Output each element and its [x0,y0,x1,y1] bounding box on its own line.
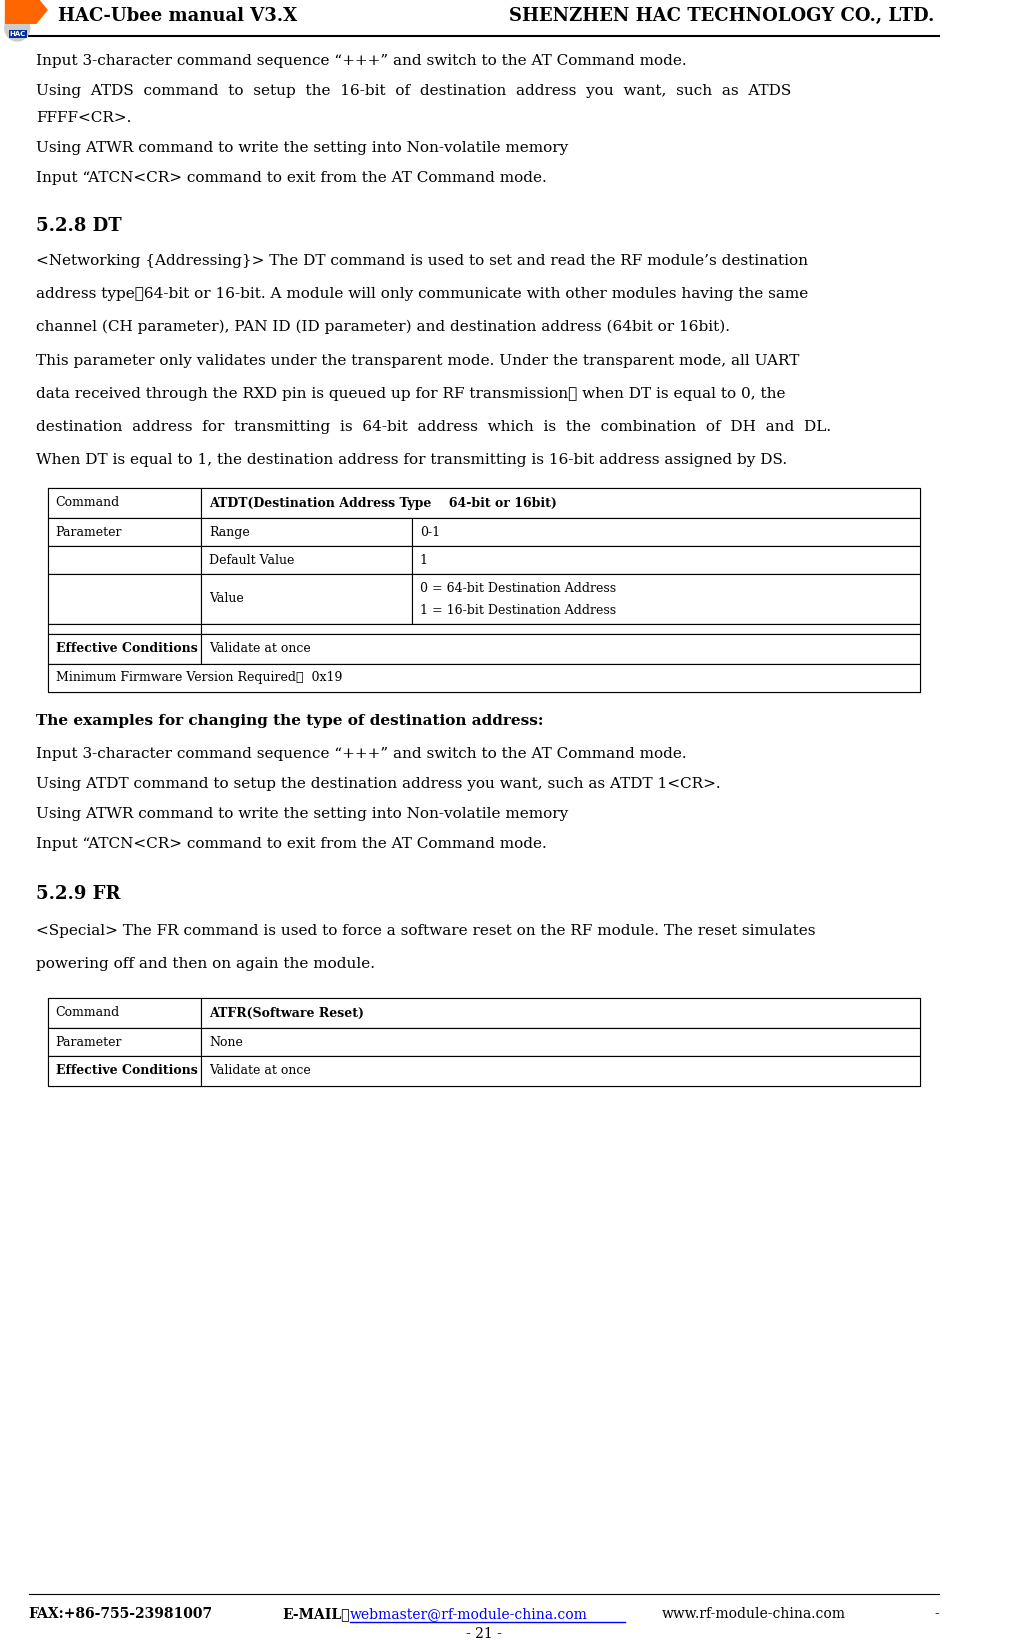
Bar [47,546,920,574]
Text: ATDT(Destination Address Type    64-bit or 16bit): ATDT(Destination Address Type 64-bit or … [209,497,557,510]
Bar [47,663,920,691]
Text: Input 3-character command sequence “+++” and switch to the AT Command mode.: Input 3-character command sequence “+++”… [36,54,687,67]
Bar [201,634,920,663]
Bar [201,624,920,634]
Bar [47,1029,201,1057]
Text: Validate at once: Validate at once [209,1065,311,1078]
Bar [47,487,920,518]
Bar [201,997,920,1029]
Text: SHENZHEN HAC TECHNOLOGY CO., LTD.: SHENZHEN HAC TECHNOLOGY CO., LTD. [509,7,934,25]
Text: Minimum Firmware Version Required：  0x19: Minimum Firmware Version Required： 0x19 [56,672,342,685]
Bar [47,663,920,691]
Bar [201,574,412,624]
Text: FAX:+86-755-23981007: FAX:+86-755-23981007 [28,1606,213,1621]
Text: None: None [209,1035,242,1049]
Text: data received through the RXD pin is queued up for RF transmission， when DT is e: data received through the RXD pin is que… [36,387,786,402]
Bar [201,487,920,518]
Text: Input 3-character command sequence “+++” and switch to the AT Command mode.: Input 3-character command sequence “+++”… [36,747,687,760]
Circle shape [5,15,29,41]
Text: address type，64-bit or 16-bit. A module will only communicate with other modules: address type，64-bit or 16-bit. A module … [36,286,809,301]
Text: Input “ATCN<CR> command to exit from the AT Command mode.: Input “ATCN<CR> command to exit from the… [36,838,547,851]
Bar [47,546,201,574]
Text: Parameter: Parameter [56,1035,122,1049]
Text: HAC-Ubee manual V3.X: HAC-Ubee manual V3.X [58,7,297,25]
Bar [201,1029,920,1057]
Text: <Special> The FR command is used to force a software reset on the RF module. The: <Special> The FR command is used to forc… [36,923,816,938]
Text: This parameter only validates under the transparent mode. Under the transparent : This parameter only validates under the … [36,354,800,369]
Bar [412,518,920,546]
Text: Using ATWR command to write the setting into Non-volatile memory: Using ATWR command to write the setting … [36,807,569,821]
Text: destination  address  for  transmitting  is  64-bit  address  which  is  the  co: destination address for transmitting is … [36,420,831,435]
Bar [47,1057,201,1086]
Text: <Networking {Addressing}> The DT command is used to set and read the RF module’s: <Networking {Addressing}> The DT command… [36,253,808,268]
Text: FFFF<CR>.: FFFF<CR>. [36,110,131,125]
Bar [412,574,920,624]
Text: Using ATWR command to write the setting into Non-volatile memory: Using ATWR command to write the setting … [36,142,569,155]
Text: 0 = 64-bit Destination Address: 0 = 64-bit Destination Address [420,581,616,594]
Bar [47,1057,920,1086]
Bar [47,624,920,634]
Text: The examples for changing the type of destination address:: The examples for changing the type of de… [36,714,544,728]
Text: Effective Conditions: Effective Conditions [56,1065,197,1078]
Bar [201,518,412,546]
Text: HAC: HAC [9,31,26,36]
Text: Range: Range [209,525,249,538]
Text: Value: Value [209,593,243,606]
Bar [47,997,201,1029]
Bar [47,997,920,1029]
Text: Command: Command [56,1006,120,1019]
Text: Default Value: Default Value [209,553,294,566]
Polygon shape [5,0,47,25]
Bar [412,546,920,574]
Bar [47,634,201,663]
Text: Command: Command [56,497,120,510]
Text: Parameter: Parameter [56,525,122,538]
Text: Input “ATCN<CR> command to exit from the AT Command mode.: Input “ATCN<CR> command to exit from the… [36,171,547,184]
Text: 0-1: 0-1 [420,525,440,538]
Text: www.rf-module-china.com: www.rf-module-china.com [662,1606,845,1621]
Text: channel (CH parameter), PAN ID (ID parameter) and destination address (64bit or : channel (CH parameter), PAN ID (ID param… [36,319,730,334]
Bar [201,546,412,574]
Text: 5.2.8 DT: 5.2.8 DT [36,217,122,235]
Bar [47,634,920,663]
Text: E-MAIL：: E-MAIL： [283,1606,350,1621]
Text: When DT is equal to 1, the destination address for transmitting is 16-bit addres: When DT is equal to 1, the destination a… [36,453,788,467]
Text: Using  ATDS  command  to  setup  the  16-bit  of  destination  address  you  wan: Using ATDS command to setup the 16-bit o… [36,84,792,99]
Bar [47,574,201,624]
Text: Effective Conditions: Effective Conditions [56,642,197,655]
Text: Using ATDT command to setup the destination address you want, such as ATDT 1<CR>: Using ATDT command to setup the destinat… [36,777,721,792]
Text: powering off and then on again the module.: powering off and then on again the modul… [36,956,376,971]
Text: 1 = 16-bit Destination Address: 1 = 16-bit Destination Address [420,604,616,617]
Bar [47,518,920,546]
Bar [201,1057,920,1086]
Text: 5.2.9 FR: 5.2.9 FR [36,886,121,904]
Text: 1: 1 [420,553,428,566]
Text: - 21 -: - 21 - [467,1626,502,1641]
Bar [47,487,201,518]
Text: webmaster@rf-module-china.com: webmaster@rf-module-china.com [349,1606,588,1621]
Text: Validate at once: Validate at once [209,642,311,655]
Bar [47,624,201,634]
Text: ATFR(Software Reset): ATFR(Software Reset) [209,1006,364,1019]
Bar [47,1029,920,1057]
Bar [47,574,920,624]
Bar [47,518,201,546]
Text: -: - [934,1606,939,1621]
